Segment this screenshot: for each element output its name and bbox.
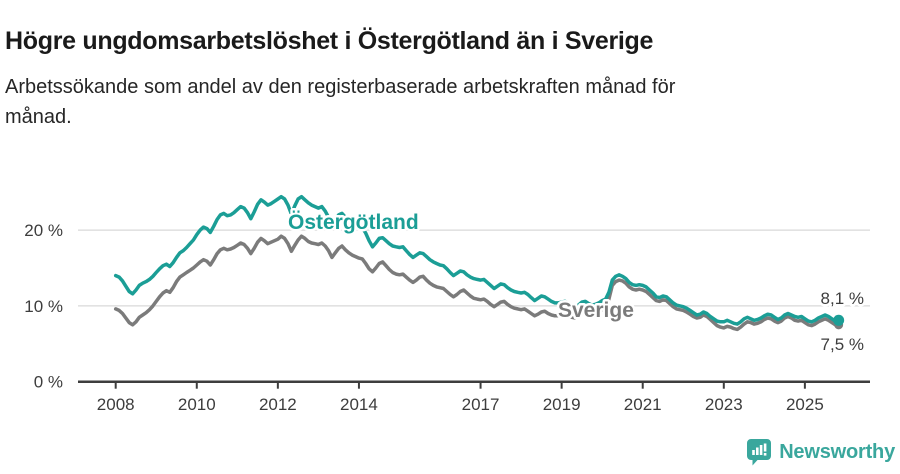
chart-subtitle: Arbetssökande som andel av den registerb…: [5, 72, 885, 132]
x-axis-label-2025: 2025: [786, 395, 824, 414]
x-axis-label-2017: 2017: [462, 395, 500, 414]
end-value-label-ostergotland: 8,1 %: [821, 289, 864, 308]
chart-title: Högre ungdomsarbetslöshet i Östergötland…: [5, 26, 654, 55]
bar-medium: [756, 447, 759, 455]
x-axis-label-2012: 2012: [259, 395, 297, 414]
x-axis-label-2021: 2021: [624, 395, 662, 414]
end-value-label-sverige: 7,5 %: [821, 335, 864, 354]
newsworthy-bubble-chart-icon: [747, 439, 772, 466]
y-axis-label-0: 0 %: [34, 373, 63, 392]
exclamation-stem: [763, 443, 767, 452]
series-line-sverige: [113, 234, 841, 332]
series-label-ostergotland: Östergötland: [288, 211, 419, 234]
speech-bubble-shape: [747, 439, 772, 466]
chart-subtitle-line-2: månad.: [5, 106, 72, 128]
x-axis-label-2014: 2014: [340, 395, 378, 414]
y-axis-label-20: 20 %: [24, 221, 63, 240]
x-axis-label-2010: 2010: [178, 395, 216, 414]
x-axis-label-2023: 2023: [705, 395, 743, 414]
newsworthy-logo: Newsworthy: [746, 438, 895, 466]
newsworthy-wordmark: Newsworthy: [779, 440, 895, 463]
y-axis-label-10: 10 %: [24, 297, 63, 316]
chart-subtitle-line-1: Arbetssökande som andel av den registerb…: [5, 76, 676, 98]
series-label-sverige: Sverige: [558, 299, 634, 322]
x-axis-label-2019: 2019: [543, 395, 581, 414]
x-axis-label-2008: 2008: [97, 395, 135, 414]
bar-small: [752, 450, 755, 455]
series-end-dot-ostergotland: [833, 314, 845, 326]
series-line-ostergotland: [113, 194, 841, 326]
exclamation-dot: [763, 453, 767, 456]
bar-large: [759, 445, 763, 455]
